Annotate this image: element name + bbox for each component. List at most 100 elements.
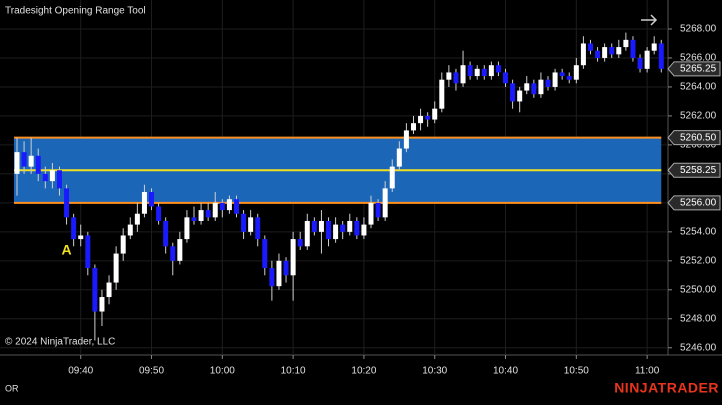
candle-body	[375, 202, 381, 218]
candle-body	[347, 220, 353, 232]
candle-body	[311, 220, 317, 232]
candle-body	[382, 188, 388, 218]
y-tick-label: 5268.00	[680, 24, 717, 35]
candle-body	[460, 65, 466, 84]
candle-body	[432, 108, 438, 120]
candle-body	[141, 191, 147, 214]
candle-body	[658, 43, 664, 69]
candle-body	[573, 65, 579, 80]
candle-body	[248, 217, 254, 232]
candle-body	[14, 152, 20, 174]
candle-body	[134, 213, 140, 225]
candle-body	[481, 68, 487, 77]
candle-body	[71, 217, 77, 240]
x-tick-label: 10:40	[493, 366, 518, 377]
price-marker-label: 5256.00	[680, 197, 717, 208]
candle-body	[389, 166, 395, 189]
candle-body	[368, 202, 374, 225]
candle-body	[602, 47, 608, 58]
candle-body	[333, 224, 339, 240]
x-tick-label: 09:40	[68, 366, 93, 377]
candle-body	[609, 47, 615, 55]
price-marker	[667, 61, 721, 77]
x-tick-label: 09:50	[139, 366, 164, 377]
price-marker-label: 5265.25	[680, 63, 717, 74]
candle-body	[538, 79, 544, 95]
candle-body	[78, 235, 84, 240]
candle-body	[226, 199, 232, 211]
candle-body	[205, 210, 211, 218]
candle-body	[559, 72, 565, 77]
candle-body	[495, 65, 501, 73]
candle-body	[170, 246, 176, 261]
y-tick-label: 5266.00	[680, 53, 717, 64]
candle-body	[255, 217, 261, 240]
candle-body	[283, 260, 289, 276]
candle-body	[127, 224, 133, 236]
candle-body	[304, 220, 310, 247]
x-tick-label: 10:10	[281, 366, 306, 377]
candle-body	[488, 65, 494, 77]
candle-body	[552, 72, 558, 87]
candle-body	[524, 83, 530, 91]
candle-body	[587, 43, 593, 51]
y-tick-label: 5262.00	[680, 111, 717, 122]
candle-body	[49, 170, 55, 182]
candle-body	[233, 199, 239, 214]
candle-body	[446, 72, 452, 80]
scroll-arrow[interactable]	[641, 14, 658, 26]
price-marker	[667, 130, 721, 146]
candle-body	[580, 43, 586, 66]
candle-body	[566, 76, 572, 80]
candle-body	[290, 239, 296, 276]
annotation: A	[61, 241, 71, 257]
candle-body	[326, 220, 332, 240]
chart-title: Tradesight Opening Range Tool	[5, 6, 146, 17]
candle-body	[99, 297, 105, 312]
candle-body	[21, 152, 27, 167]
candle-body	[340, 224, 346, 232]
candle-body	[184, 217, 190, 240]
price-marker-label: 5260.50	[680, 132, 717, 143]
candle-body	[418, 115, 424, 124]
candle-body	[595, 50, 601, 58]
opening-range	[14, 136, 662, 204]
candle-body	[354, 220, 360, 236]
candle-body	[361, 224, 367, 236]
candle-body	[517, 90, 523, 102]
candle-body	[156, 206, 162, 221]
copyright: © 2024 NinjaTrader, LLC	[5, 337, 115, 348]
candle-body	[439, 79, 445, 109]
candles	[14, 32, 664, 341]
x-tick-label: 10:00	[210, 366, 235, 377]
price-marker	[667, 195, 721, 211]
candle-body	[623, 39, 629, 48]
candle-body	[92, 268, 98, 312]
y-tick-label: 5248.00	[680, 313, 717, 324]
axes: 5246.00 5248.00 5250.00 5252.00 5254.00 5256.…	[68, 24, 721, 377]
candle-body	[474, 68, 480, 77]
candle-body	[219, 202, 225, 211]
candle-body	[149, 191, 155, 207]
candle-body	[262, 239, 268, 269]
candle-body	[637, 57, 643, 69]
candle-body	[651, 43, 657, 51]
brand-logo: NINJATRADER	[614, 380, 719, 396]
candle-body	[56, 170, 62, 189]
candle-body	[467, 65, 473, 77]
y-tick-label: 5254.00	[680, 226, 717, 237]
candle-body	[453, 72, 459, 84]
candle-body	[191, 217, 197, 221]
candle-body	[177, 239, 183, 261]
x-tick-label: 10:20	[351, 366, 376, 377]
candle-body	[616, 47, 622, 55]
price-marker-label: 5258.25	[680, 165, 717, 176]
candle-body	[531, 83, 537, 95]
candle-body	[545, 79, 551, 87]
candle-body	[28, 155, 34, 167]
candle-body	[113, 253, 119, 283]
candle-body	[64, 188, 70, 218]
x-tick-label: 10:50	[564, 366, 589, 377]
